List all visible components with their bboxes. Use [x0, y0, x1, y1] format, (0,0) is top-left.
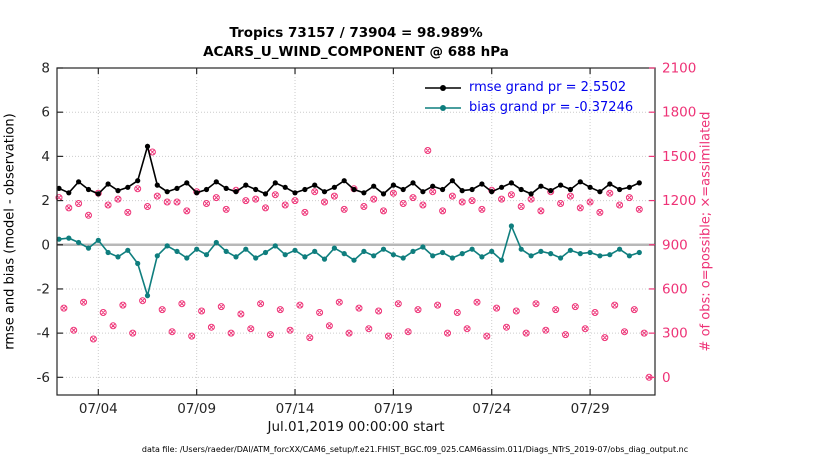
axes-layer: 07/04 07/09 07/14 07/19 07/24 07/29 8 6 4 2 0 -2 -4 -…: [37, 61, 697, 418]
svg-text:8: 8: [41, 61, 50, 77]
svg-text:6: 6: [41, 105, 50, 121]
bias-line-sample-icon: [425, 104, 461, 111]
title-block: Tropics 73157 / 73904 = 98.989% ACARS_U_…: [57, 24, 655, 62]
chart-title: Tropics 73157 / 73904 = 98.989%: [229, 25, 483, 41]
obs-count-markers: [55, 147, 653, 381]
svg-text:300: 300: [662, 326, 688, 342]
svg-text:600: 600: [662, 281, 688, 297]
legend-label-rmse: rmse grand pr = 2.5502: [469, 80, 627, 95]
svg-text:07/14: 07/14: [276, 401, 315, 417]
legend-entry-bias: bias grand pr = -0.37246: [424, 100, 633, 115]
right-axis-label: # of obs: o=possible; ×=assimilated: [698, 111, 714, 352]
svg-text:4: 4: [41, 149, 50, 165]
svg-text:07/09: 07/09: [177, 401, 216, 417]
svg-text:2100: 2100: [662, 61, 696, 77]
svg-text:900: 900: [662, 237, 688, 253]
left-axis-label: rmse and bias (model - observation): [2, 113, 18, 350]
data-file-caption: data file: /Users/raeder/DAI/ATM_forcXX/…: [141, 445, 689, 454]
legend-entry-rmse: rmse grand pr = 2.5502: [424, 80, 633, 95]
svg-text:-2: -2: [37, 281, 50, 297]
svg-text:07/04: 07/04: [79, 401, 118, 417]
svg-text:07/24: 07/24: [472, 401, 511, 417]
svg-text:0: 0: [662, 370, 671, 386]
svg-text:0: 0: [41, 237, 50, 253]
rmse-series: [56, 143, 642, 197]
x-axis-label: Jul.01,2019 00:00:00 start: [267, 419, 445, 435]
legend: rmse grand pr = 2.5502 bias grand pr = -…: [424, 80, 633, 115]
legend-label-bias: bias grand pr = -0.37246: [469, 100, 634, 115]
bias-series: [56, 223, 642, 299]
grid-layer: [57, 67, 655, 395]
svg-text:07/19: 07/19: [374, 401, 413, 417]
svg-text:1200: 1200: [662, 193, 696, 209]
svg-text:-4: -4: [37, 326, 50, 342]
svg-text:1800: 1800: [662, 105, 696, 121]
rmse-line-sample-icon: [425, 84, 461, 91]
svg-text:07/29: 07/29: [571, 401, 610, 417]
chart-subtitle: ACARS_U_WIND_COMPONENT @ 688 hPa: [203, 44, 509, 60]
svg-text:2: 2: [41, 193, 50, 209]
svg-text:-6: -6: [37, 370, 50, 386]
svg-text:1500: 1500: [662, 149, 696, 165]
